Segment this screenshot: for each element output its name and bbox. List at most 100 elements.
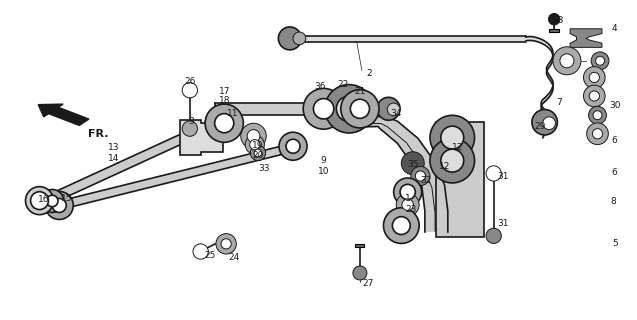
Ellipse shape <box>596 56 605 65</box>
Ellipse shape <box>430 138 475 183</box>
Ellipse shape <box>589 91 599 101</box>
Ellipse shape <box>341 90 379 128</box>
Ellipse shape <box>250 140 260 150</box>
Text: 7: 7 <box>556 98 562 107</box>
Ellipse shape <box>205 104 243 142</box>
Ellipse shape <box>254 149 262 157</box>
Ellipse shape <box>392 217 410 235</box>
Ellipse shape <box>394 178 422 206</box>
Text: 1: 1 <box>404 194 411 203</box>
Ellipse shape <box>350 99 369 118</box>
Polygon shape <box>36 133 193 206</box>
Ellipse shape <box>441 126 464 149</box>
Ellipse shape <box>216 234 236 254</box>
Text: 24: 24 <box>229 253 240 262</box>
Ellipse shape <box>560 54 574 68</box>
Ellipse shape <box>589 106 606 124</box>
Text: 6: 6 <box>612 136 618 145</box>
Text: 15: 15 <box>61 194 73 203</box>
Ellipse shape <box>313 99 334 119</box>
Ellipse shape <box>430 115 475 160</box>
Text: 9: 9 <box>320 156 327 164</box>
Text: 12: 12 <box>452 143 463 152</box>
Bar <box>303 36 526 42</box>
FancyArrow shape <box>38 104 89 125</box>
Text: 8: 8 <box>610 197 617 206</box>
Ellipse shape <box>247 130 260 142</box>
Text: 10: 10 <box>318 167 329 176</box>
Ellipse shape <box>383 208 419 244</box>
Text: 27: 27 <box>362 279 373 288</box>
Text: 19: 19 <box>252 141 264 150</box>
Ellipse shape <box>548 13 560 25</box>
Ellipse shape <box>583 85 605 107</box>
Ellipse shape <box>401 152 424 175</box>
Text: 26: 26 <box>184 77 196 86</box>
Ellipse shape <box>486 166 501 181</box>
Ellipse shape <box>336 96 362 122</box>
Ellipse shape <box>402 199 413 211</box>
Ellipse shape <box>25 187 54 215</box>
Text: 23: 23 <box>405 205 417 214</box>
Ellipse shape <box>303 88 344 129</box>
Ellipse shape <box>45 191 73 220</box>
Ellipse shape <box>245 135 264 154</box>
Ellipse shape <box>377 97 400 120</box>
Ellipse shape <box>396 193 419 216</box>
Ellipse shape <box>293 32 306 45</box>
Ellipse shape <box>592 129 603 139</box>
Text: 14: 14 <box>108 154 119 163</box>
Text: 5: 5 <box>612 239 618 248</box>
Text: 29: 29 <box>534 122 546 131</box>
Ellipse shape <box>543 117 555 130</box>
Text: 2: 2 <box>367 69 372 78</box>
Ellipse shape <box>587 123 608 145</box>
Ellipse shape <box>286 139 300 153</box>
Text: 36: 36 <box>314 82 326 91</box>
Ellipse shape <box>221 239 231 249</box>
Ellipse shape <box>241 123 266 149</box>
Ellipse shape <box>593 111 602 120</box>
Ellipse shape <box>532 109 557 135</box>
Ellipse shape <box>279 132 307 160</box>
Ellipse shape <box>47 195 58 207</box>
Ellipse shape <box>411 166 430 186</box>
Ellipse shape <box>589 72 599 83</box>
Ellipse shape <box>400 184 415 200</box>
Text: 31: 31 <box>497 172 509 180</box>
Ellipse shape <box>387 103 400 116</box>
Ellipse shape <box>486 228 501 244</box>
Ellipse shape <box>250 145 266 161</box>
Text: 33: 33 <box>259 164 270 172</box>
Ellipse shape <box>353 266 367 280</box>
Polygon shape <box>570 29 602 47</box>
Ellipse shape <box>326 97 349 120</box>
Text: 30: 30 <box>609 101 620 110</box>
Polygon shape <box>436 122 484 237</box>
Polygon shape <box>180 120 223 155</box>
Ellipse shape <box>553 47 581 75</box>
Bar <box>355 244 364 247</box>
Text: 28: 28 <box>552 16 564 25</box>
Text: FR.: FR. <box>88 129 108 139</box>
Bar <box>215 103 338 115</box>
Ellipse shape <box>193 244 208 259</box>
Polygon shape <box>336 116 448 232</box>
Ellipse shape <box>52 198 66 212</box>
Polygon shape <box>57 142 298 210</box>
Text: 12: 12 <box>439 162 450 171</box>
Text: 4: 4 <box>612 24 617 33</box>
Text: 31: 31 <box>497 220 509 228</box>
Text: 13: 13 <box>108 143 119 152</box>
Ellipse shape <box>215 114 234 133</box>
Text: 25: 25 <box>204 251 216 260</box>
Text: 18: 18 <box>218 96 230 105</box>
Ellipse shape <box>325 84 373 133</box>
Text: 22: 22 <box>337 80 348 89</box>
Ellipse shape <box>415 171 426 181</box>
Text: 21: 21 <box>354 87 366 96</box>
Text: 20: 20 <box>252 151 264 160</box>
Ellipse shape <box>41 189 64 212</box>
Ellipse shape <box>182 83 197 98</box>
Text: 35: 35 <box>407 160 419 169</box>
